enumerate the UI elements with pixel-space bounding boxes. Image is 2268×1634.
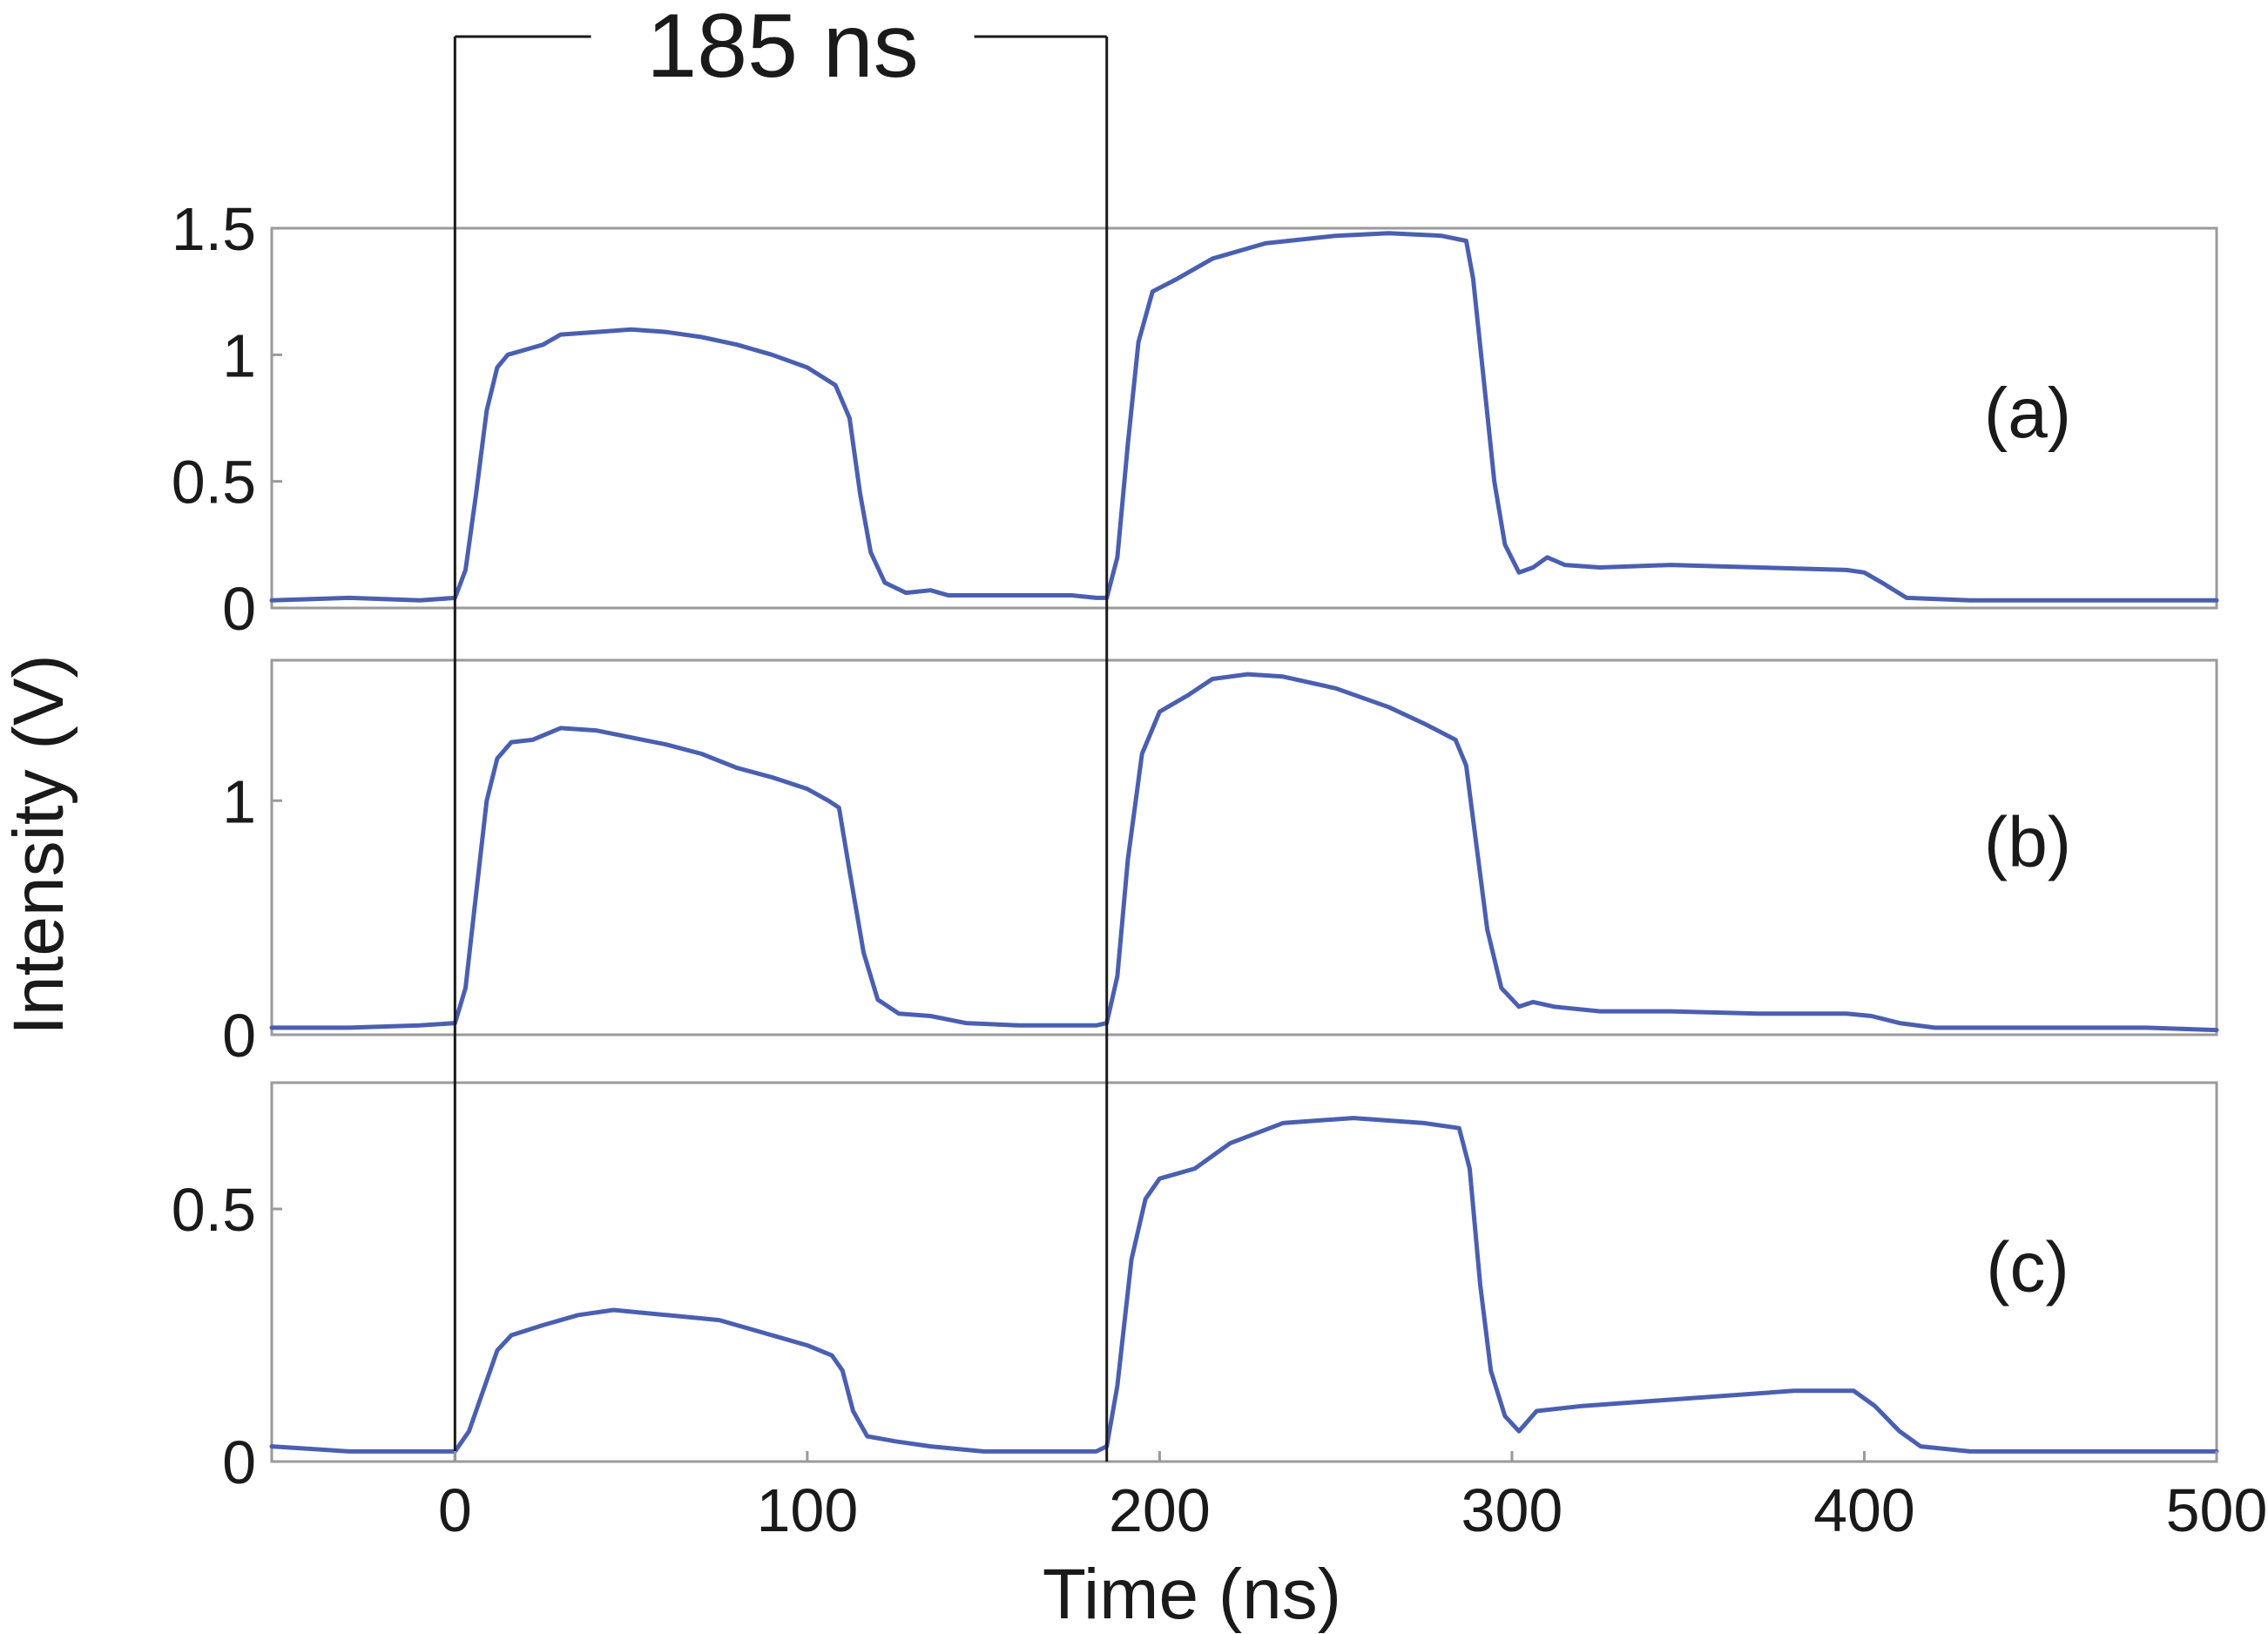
- panel-label: (a): [1984, 374, 2071, 453]
- x-tick-label: 400: [1813, 1476, 1915, 1544]
- intensity-trace: [269, 672, 2219, 1033]
- x-tick-label: 300: [1461, 1476, 1563, 1544]
- y-tick-label: 1.5: [172, 195, 256, 263]
- y-tick-label: 0.5: [172, 1176, 256, 1244]
- panels: 0 0.5 1 1.5 (a) 0 1 (b) 0 0.5 (c): [172, 195, 2219, 1496]
- y-tick-label: 0: [222, 575, 256, 643]
- panel-2: 0 1 (b): [222, 658, 2219, 1070]
- x-tick-label: 0: [438, 1476, 472, 1544]
- panel-3: 0 0.5 (c): [172, 1081, 2219, 1496]
- y-tick-label: 0: [222, 1002, 256, 1070]
- panel-label: (c): [1986, 1227, 2069, 1307]
- x-tick-label: 100: [756, 1476, 858, 1544]
- y-tick-label: 1: [222, 321, 256, 389]
- x-axis: 0 100 200 300 400 500: [438, 1451, 2268, 1544]
- duration-annotation-label: 185 ns: [646, 0, 918, 97]
- x-tick-label: 500: [2166, 1476, 2268, 1544]
- time-markers: [453, 37, 1109, 1462]
- y-axis-title: Intensity (V): [0, 654, 78, 1035]
- duration-annotation: 185 ns: [455, 0, 1107, 97]
- y-tick-label: 1: [222, 767, 256, 835]
- panel-label: (b): [1984, 803, 2071, 882]
- y-tick-label: 0.5: [172, 449, 256, 517]
- panel-frame: [270, 658, 2218, 1036]
- panel-frame: [270, 226, 2218, 610]
- intensity-trace: [269, 1116, 2219, 1454]
- panel-frame: [270, 1081, 2218, 1463]
- x-tick-label: 200: [1109, 1476, 1211, 1544]
- intensity-trace: [269, 231, 2219, 603]
- x-axis-title: Time (ns): [1043, 1555, 1341, 1634]
- panel-1: 0 0.5 1 1.5 (a): [172, 195, 2219, 643]
- y-tick-label: 0: [222, 1428, 256, 1496]
